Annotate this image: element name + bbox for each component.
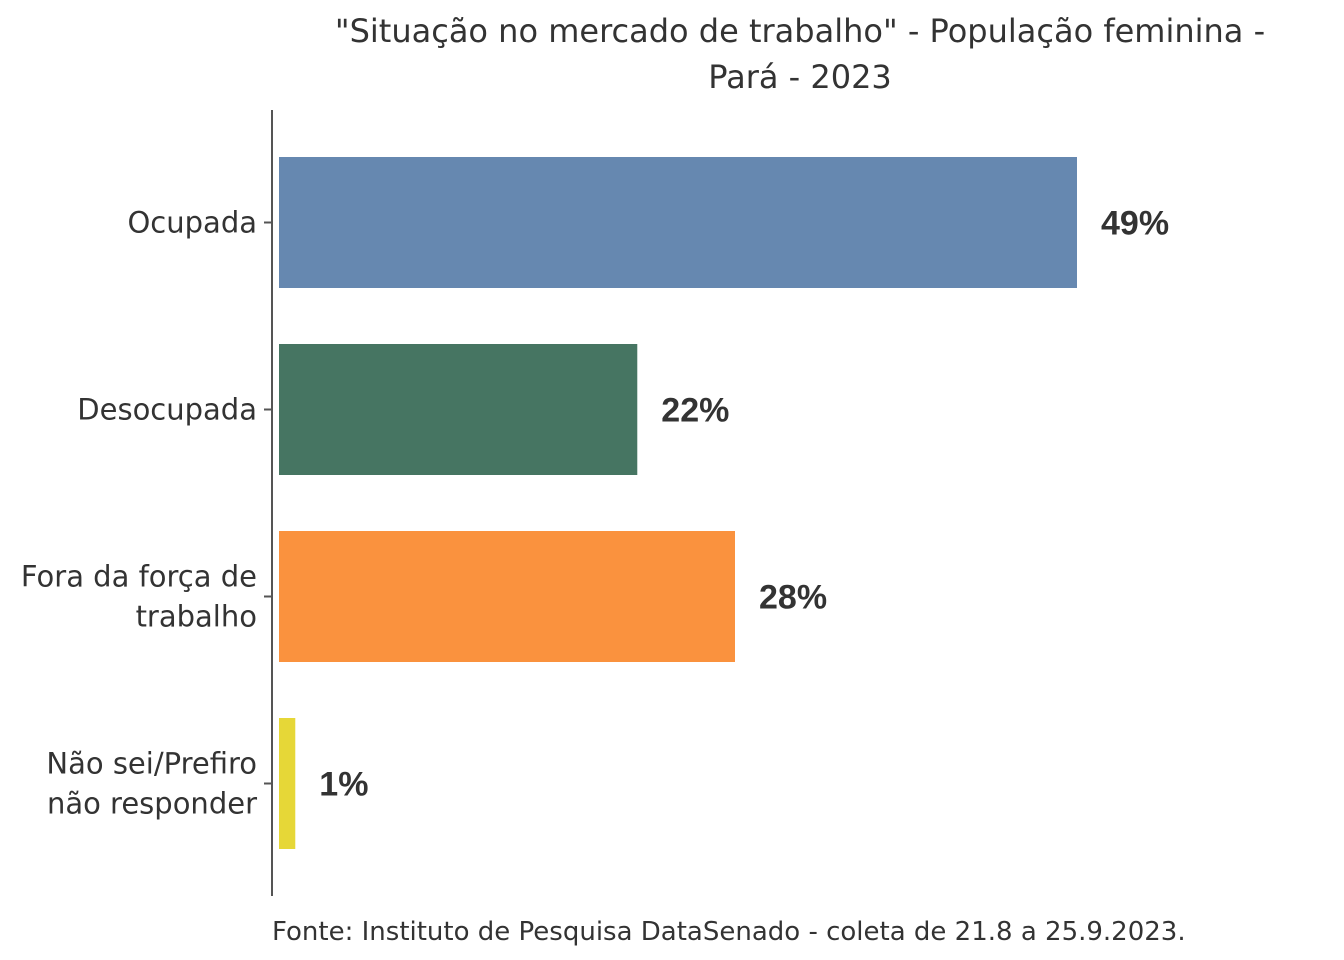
category-label-2-line-1: trabalho	[136, 600, 257, 634]
category-label-3-line-1: não responder	[47, 787, 257, 821]
chart-title-line-2: Pará - 2023	[708, 58, 892, 96]
category-label-0-line-0: Ocupada	[127, 206, 257, 240]
category-label-1-line-0: Desocupada	[77, 393, 257, 427]
bar-3	[279, 718, 296, 849]
value-label-1: 22%	[661, 392, 729, 430]
category-label-3-line-0: Não sei/Prefiro	[46, 747, 257, 781]
value-label-0: 49%	[1101, 205, 1169, 243]
source-caption: Fonte: Instituto de Pesquisa DataSenado …	[272, 917, 1186, 947]
category-label-2-line-0: Fora da força de	[21, 560, 257, 594]
value-label-3: 1%	[319, 766, 368, 804]
bar-marks: Ocupada 49% Desocupada 22% Fora da força de t…	[21, 157, 1169, 849]
bar-0	[279, 157, 1077, 288]
bar-1	[279, 344, 638, 475]
bar-2	[279, 531, 735, 662]
chart-title-line-1: "Situação no mercado de trabalho" - Popu…	[335, 12, 1265, 50]
value-label-2: 28%	[759, 579, 827, 617]
